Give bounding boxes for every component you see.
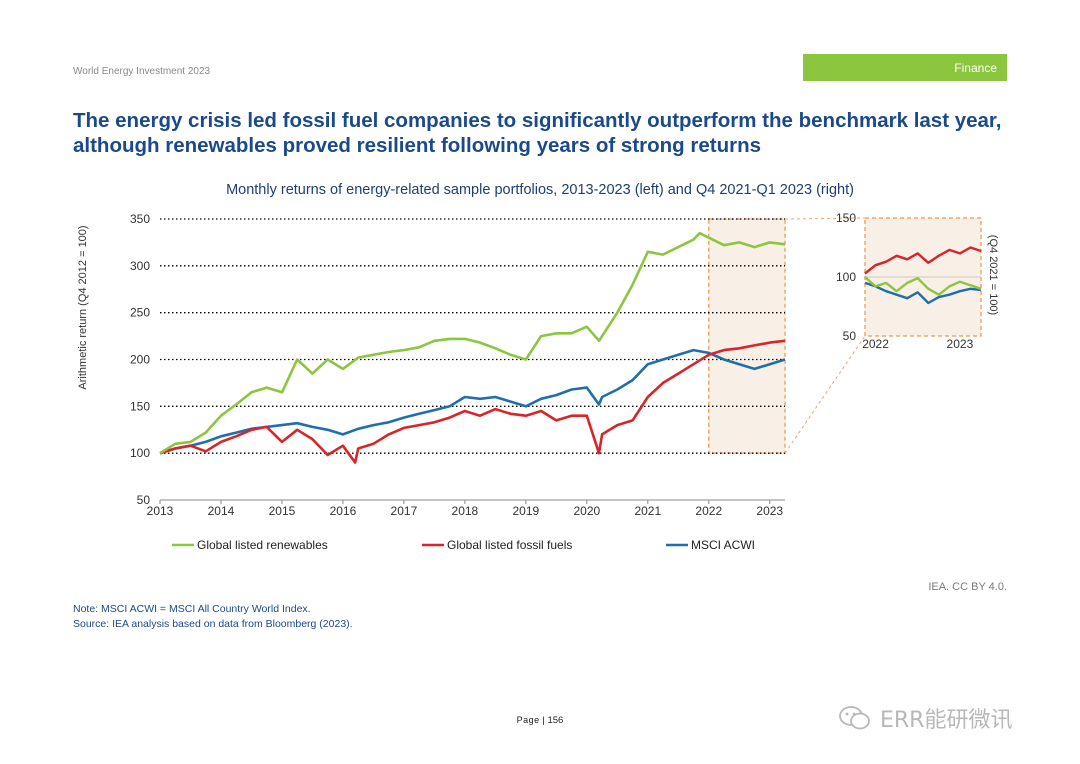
page-label: Page <box>516 715 540 725</box>
y-tick-label: 350 <box>130 212 150 226</box>
legend-item-msci-acwi: MSCI ACWI <box>666 538 755 552</box>
x-tick-label: 2017 <box>391 504 418 518</box>
page-number-value: 156 <box>547 715 564 726</box>
highlight-window <box>708 218 786 454</box>
inset-series-line-renewables <box>864 276 982 296</box>
y-tick-label: 100 <box>130 446 150 460</box>
legend-label: MSCI ACWI <box>691 538 755 552</box>
page-number: Page | 156 <box>0 715 1080 726</box>
series-line-fossil-fuels <box>159 339 786 464</box>
note-line: Note: MSCI ACWI = MSCI All Country World… <box>73 603 311 615</box>
report-title: World Energy Investment 2023 <box>73 66 211 77</box>
main-chart: 50 100 150 200 250 300 350 2013 2014 2015 2016 2017… <box>77 212 866 518</box>
legend-item-renewables: Global listed renewables <box>172 538 328 552</box>
x-tick-label: 2020 <box>573 504 600 518</box>
source-line: Source: IEA analysis based on data from … <box>73 618 353 630</box>
y-tick-label: 300 <box>130 259 150 273</box>
inset-series-line-fossil-fuels <box>864 246 982 275</box>
inset-y-tick-label: 150 <box>836 211 856 225</box>
x-tick-label: 2022 <box>695 504 722 518</box>
watermark: ERR能研微讯 <box>838 704 1013 733</box>
inset-x-tick-label: 2023 <box>947 337 974 351</box>
x-tick-label: 2018 <box>452 504 479 518</box>
section-badge-label: Finance <box>954 61 997 75</box>
x-tick-label: 2015 <box>269 504 296 518</box>
y-axis-title: Arithmetic return (Q4 2012 = 100) <box>77 225 89 389</box>
inset-x-tick-label: 2022 <box>862 337 889 351</box>
wechat-icon <box>839 706 870 730</box>
inset-chart: 50 100 150 2022 2023 (Q4 2021 = 100) <box>836 211 999 351</box>
legend-label: Global listed fossil fuels <box>447 538 572 552</box>
y-tick-label: 250 <box>130 306 150 320</box>
y-tick-label: 150 <box>130 399 150 413</box>
inset-y-axis-title: (Q4 2021 = 100) <box>987 235 999 315</box>
series-line-renewables <box>159 231 786 455</box>
zoom-connector-bottom <box>784 335 866 454</box>
chart-credit: IEA. CC BY 4.0. <box>928 581 1007 593</box>
x-tick-label: 2023 <box>756 504 783 518</box>
x-tick-label: 2021 <box>634 504 661 518</box>
legend-item-fossil-fuels: Global listed fossil fuels <box>422 538 572 552</box>
x-tick-label: 2014 <box>208 504 235 518</box>
inset-y-tick-label: 100 <box>836 270 856 284</box>
legend-label: Global listed renewables <box>197 538 328 552</box>
chart-notes: Note: MSCI ACWI = MSCI All Country World… <box>73 602 353 632</box>
x-tick-label: 2016 <box>330 504 357 518</box>
y-tick-label: 50 <box>137 493 151 507</box>
x-tick-label: 2013 <box>147 504 174 518</box>
headline-line-1: The energy crisis led fossil fuel compan… <box>73 109 1002 132</box>
page-separator: | <box>542 715 548 726</box>
headline: The energy crisis led fossil fuel compan… <box>73 108 1033 158</box>
zoom-connector-top <box>784 217 866 220</box>
inset-series-line-msci-acwi <box>864 281 982 305</box>
x-tick-label: 2019 <box>513 504 540 518</box>
headline-line-2: although renewables proved resilient fol… <box>73 134 762 157</box>
chart-title: Monthly returns of energy-related sample… <box>226 182 854 198</box>
inset-y-tick-label: 50 <box>843 329 857 343</box>
y-tick-label: 200 <box>130 353 150 367</box>
legend: Global listed renewables Global listed fo… <box>172 538 755 552</box>
watermark-text: ERR能研微讯 <box>880 708 1013 733</box>
section-badge: Finance <box>803 54 1007 81</box>
